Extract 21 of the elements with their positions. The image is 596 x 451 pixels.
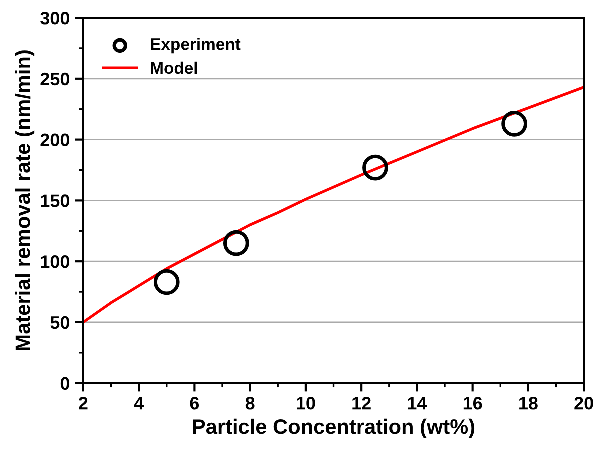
- y-tick-label: 150: [41, 194, 70, 208]
- x-tick-label: 10: [297, 397, 316, 410]
- y-tick-label: 0: [60, 377, 70, 390]
- y-axis-title: Material removal rate (nm/min): [15, 50, 35, 350]
- y-tick-label: 250: [40, 72, 70, 86]
- x-tick-label: 18: [520, 397, 538, 410]
- x-tick-label: 14: [408, 397, 428, 410]
- x-tick-label: 8: [246, 397, 255, 410]
- x-tick-label: 20: [574, 397, 594, 410]
- y-tick-label: 50: [50, 316, 70, 330]
- x-axis-title: Particle Concentration (wt%): [193, 418, 475, 438]
- x-tick-label: 16: [464, 397, 482, 410]
- x-tick-label: 6: [190, 397, 200, 410]
- legend-label: Model: [151, 62, 198, 74]
- y-tick-label: 300: [40, 12, 70, 25]
- x-tick-label: 12: [352, 397, 371, 410]
- x-tick-label: 4: [134, 397, 144, 410]
- y-tick-label: 200: [40, 134, 70, 147]
- x-tick-label: 2: [79, 397, 88, 410]
- legend-label: Experiment: [151, 38, 241, 54]
- y-tick-label: 100: [41, 256, 70, 268]
